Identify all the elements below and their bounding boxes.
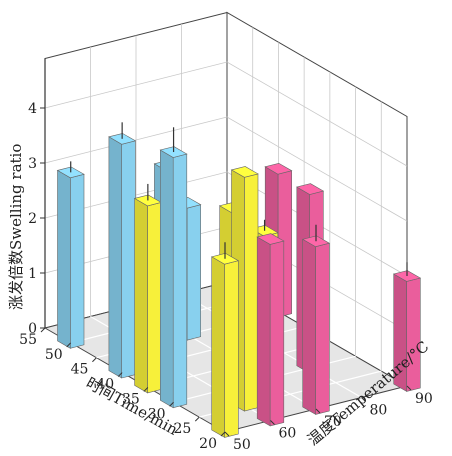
- bar-face: [211, 256, 225, 438]
- chart-bars: [56, 122, 422, 438]
- x-tick-mark: [315, 408, 321, 414]
- x-tick-mark: [224, 431, 230, 437]
- bar-blue: [108, 122, 137, 379]
- bar-face: [121, 140, 136, 379]
- bar-face: [57, 169, 71, 349]
- bar-face: [160, 149, 174, 409]
- bar-face: [302, 238, 316, 415]
- bar-face: [172, 153, 188, 409]
- x-tick-label: 50: [233, 437, 251, 451]
- bar-face: [224, 260, 239, 438]
- y-tick-label: 30: [148, 406, 166, 422]
- bar-face: [186, 204, 201, 341]
- bar-yellow: [210, 242, 240, 438]
- y-tick-mark: [220, 431, 226, 437]
- bar-top: [230, 166, 259, 178]
- bar-face: [269, 240, 285, 427]
- bar-face: [406, 277, 421, 392]
- bar-top: [159, 146, 188, 158]
- y-tick-label: 55: [19, 332, 37, 348]
- x-tick-label: 70: [324, 414, 342, 430]
- bar-blue: [56, 161, 85, 349]
- bar-top: [264, 162, 293, 175]
- y-tick-mark: [66, 342, 72, 348]
- bar-face: [147, 202, 162, 394]
- y-tick-label: 50: [45, 347, 63, 363]
- x-tick-mark: [406, 385, 412, 391]
- bar-face: [244, 173, 259, 412]
- z-gridline: [44, 116, 408, 222]
- x-tick-label: 90: [415, 391, 433, 407]
- z-tick-label: 2: [28, 211, 37, 227]
- bar-face: [315, 242, 330, 415]
- bar-top: [108, 133, 137, 145]
- z-tick-label: 4: [28, 101, 37, 117]
- z-tick-label: 3: [28, 156, 37, 172]
- bar-pink: [392, 262, 422, 392]
- y-tick-mark: [169, 401, 174, 407]
- z-gridline: [44, 61, 408, 167]
- y-tick-label: 35: [122, 391, 140, 407]
- bar-pink: [256, 233, 285, 427]
- bar-face: [256, 236, 271, 427]
- bar-top: [296, 183, 325, 195]
- bar-face: [70, 173, 85, 349]
- y-tick-mark: [143, 387, 149, 392]
- bar-face: [108, 136, 122, 379]
- x-tick-mark: [270, 420, 275, 425]
- z-tick-label: 1: [28, 266, 37, 282]
- y-tick-label: 45: [71, 362, 89, 378]
- bar-yellow: [133, 183, 162, 394]
- y-tick-mark: [194, 416, 200, 422]
- x-tick-label: 60: [279, 426, 297, 442]
- y-tick-mark: [117, 372, 123, 377]
- y-tick-label: 25: [173, 421, 191, 437]
- z-axis-title: 涨发倍数Swelling ratio: [7, 144, 25, 310]
- bar-face: [134, 197, 148, 394]
- y-tick-mark: [40, 327, 46, 333]
- y-tick-label: 20: [199, 436, 217, 451]
- y-tick-label: 40: [96, 377, 114, 393]
- bar-blue: [159, 127, 188, 409]
- bar-top: [256, 233, 285, 245]
- x-tick-label: 80: [370, 403, 388, 419]
- bar-pink: [301, 224, 331, 415]
- z-tick-label: 0: [28, 321, 37, 337]
- y-tick-mark: [92, 357, 97, 363]
- chart-tick-labels: 0 1 2 3 4 20 25 30 35 40 45 50 55 50 60 70 80 90: [19, 101, 433, 453]
- x-tick-mark: [361, 397, 366, 402]
- z-gridline: [44, 171, 408, 277]
